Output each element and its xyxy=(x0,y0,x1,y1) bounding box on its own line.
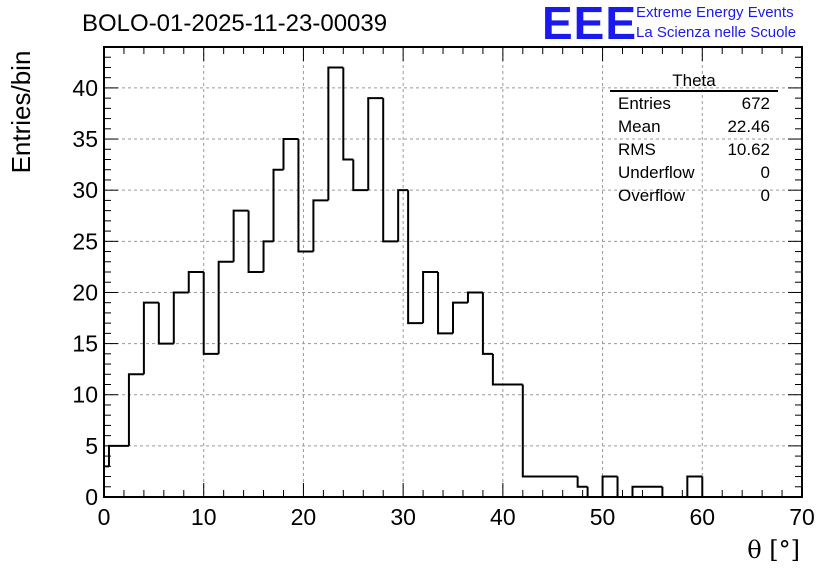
histogram-bin xyxy=(601,475,618,497)
x-tick-label: 0 xyxy=(98,504,111,530)
logo-line-2: La Scienza nelle Scuole xyxy=(636,24,797,41)
histogram-bin xyxy=(521,384,578,478)
y-tick-label: 5 xyxy=(85,433,98,459)
stats-label: Overflow xyxy=(618,186,686,205)
stats-row-rms: RMS 10.62 xyxy=(610,138,778,161)
y-tick-label: 15 xyxy=(72,331,98,357)
stats-label: Mean xyxy=(618,117,661,136)
histogram-bin xyxy=(466,291,483,303)
x-tick-label: 20 xyxy=(291,504,317,530)
histogram-bin xyxy=(586,486,603,498)
stats-value: 10.62 xyxy=(727,140,770,159)
histogram-bin xyxy=(107,444,129,467)
histogram-bin xyxy=(172,291,189,344)
histogram-bin xyxy=(616,476,633,498)
x-tick-label: 50 xyxy=(590,504,616,530)
histogram-bin xyxy=(367,97,384,191)
stats-title: Theta xyxy=(610,72,778,92)
y-tick-label: 10 xyxy=(72,382,98,408)
histogram-bin xyxy=(187,271,204,293)
histogram-bin xyxy=(397,189,409,242)
y-tick-label: 40 xyxy=(72,75,98,101)
eee-logo: EEE xyxy=(542,0,638,49)
stats-value: 0 xyxy=(760,186,770,205)
histogram-bin xyxy=(342,67,354,161)
stats-row-overflow: Overflow 0 xyxy=(610,184,778,207)
histogram-bin xyxy=(407,190,424,325)
histogram-bin xyxy=(631,485,663,497)
x-tick-label: 60 xyxy=(689,504,715,530)
histogram-bin xyxy=(661,486,688,498)
stats-label: RMS xyxy=(618,140,656,159)
histogram-bin xyxy=(247,210,264,273)
histogram-bin xyxy=(232,209,249,262)
grid-lines xyxy=(104,47,802,497)
stats-box: Theta Entries 672 Mean 22.46 RMS 10.62 U… xyxy=(610,72,778,207)
x-tick-label: 10 xyxy=(191,504,217,530)
axis-ticks xyxy=(103,46,803,498)
stats-row-mean: Mean 22.46 xyxy=(610,115,778,138)
histogram-bin xyxy=(297,139,314,253)
histogram-bin xyxy=(452,301,468,334)
histogram-bin xyxy=(157,302,174,345)
stats-label: Underflow xyxy=(618,163,695,182)
y-tick-label: 0 xyxy=(85,484,98,510)
tick-labels: 0 10 20 30 40 50 60 70 0 5 10 15 20 25 30 35 40 xyxy=(72,75,814,530)
histogram-bin xyxy=(422,271,439,324)
histogram-bin xyxy=(701,476,802,498)
histogram-bin xyxy=(437,272,453,335)
histogram-bin xyxy=(686,475,703,497)
logo-line-1: Extreme Energy Events xyxy=(636,4,794,21)
histogram-bin xyxy=(127,373,144,446)
histogram-bin xyxy=(352,159,369,192)
histogram-bin xyxy=(202,272,219,355)
histogram-bin xyxy=(142,301,159,375)
histogram-bin xyxy=(491,353,523,386)
histogram-bin xyxy=(262,240,274,272)
x-tick-label: 30 xyxy=(390,504,416,530)
x-axis-label: θ [°] xyxy=(747,536,800,564)
y-tick-label: 20 xyxy=(72,279,98,305)
histogram-bin xyxy=(282,138,299,170)
histogram-bin xyxy=(217,260,234,354)
x-tick-label: 70 xyxy=(789,504,815,530)
stats-row-entries: Entries 672 xyxy=(610,92,778,115)
histogram-bin xyxy=(327,66,344,201)
histogram-bin xyxy=(481,292,493,355)
y-axis-label: Entries/bin xyxy=(6,51,36,174)
histogram-bin xyxy=(382,98,399,243)
y-tick-label: 35 xyxy=(72,126,98,152)
histogram-bin xyxy=(312,199,329,252)
stats-row-underflow: Underflow 0 xyxy=(610,161,778,184)
x-tick-label: 40 xyxy=(490,504,516,530)
stats-value: 22.46 xyxy=(727,117,770,136)
run-title: BOLO-01-2025-11-23-00039 xyxy=(82,10,388,37)
histogram-series xyxy=(103,66,802,498)
stats-value: 672 xyxy=(741,94,770,113)
histogram-bin xyxy=(576,476,588,488)
histogram-bin xyxy=(272,168,284,242)
stats-label: Entries xyxy=(618,94,671,113)
stats-value: 0 xyxy=(760,163,770,182)
y-tick-label: 30 xyxy=(72,177,98,203)
y-tick-label: 25 xyxy=(72,228,98,254)
